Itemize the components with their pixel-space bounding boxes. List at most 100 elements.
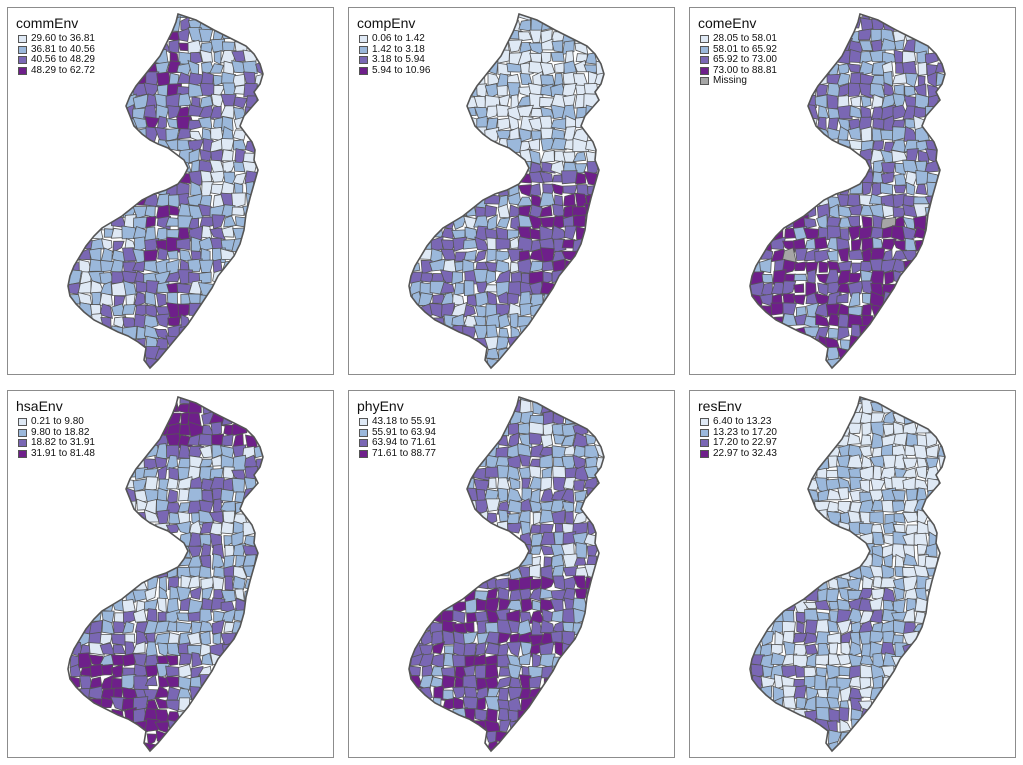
municipality-region <box>553 434 567 445</box>
municipality-region <box>198 565 212 579</box>
municipality-region <box>892 586 905 601</box>
municipality-region <box>518 41 532 55</box>
municipality-region <box>485 498 501 512</box>
municipality-region <box>144 476 159 492</box>
municipality-region <box>839 718 852 733</box>
municipality-region <box>827 455 838 468</box>
legend-item: 29.60 to 36.81 <box>18 34 95 45</box>
municipality-region <box>178 423 193 436</box>
municipality-region <box>178 697 191 712</box>
municipality-region <box>825 357 841 368</box>
municipality-region <box>540 488 555 503</box>
municipality-region <box>848 653 863 667</box>
municipality-region <box>539 531 556 546</box>
municipality-region <box>838 707 850 722</box>
legend-label: 48.29 to 62.72 <box>31 64 95 76</box>
municipality-region <box>224 575 234 591</box>
municipality-region <box>451 271 464 285</box>
municipality-region <box>210 421 222 438</box>
municipality-region <box>452 609 466 625</box>
municipality-region <box>880 171 895 185</box>
municipality-region <box>166 488 178 504</box>
municipality-region <box>125 293 136 307</box>
municipality-region <box>860 105 872 121</box>
municipality-region <box>209 170 226 183</box>
municipality-region <box>894 173 908 186</box>
municipality-region <box>144 226 157 242</box>
municipality-region <box>188 148 200 164</box>
municipality-region <box>539 205 553 218</box>
municipality-region <box>507 454 521 469</box>
municipality-region <box>157 247 169 261</box>
municipality-region <box>507 663 522 679</box>
map-panel-phyEnv: phyEnv 43.18 to 55.91 55.91 to 63.94 63.94 … <box>348 390 675 758</box>
municipality-region <box>517 49 532 67</box>
municipality-region <box>432 641 446 655</box>
municipality-region <box>917 61 928 76</box>
municipality-region <box>167 632 180 646</box>
municipality-region <box>915 183 928 196</box>
municipality-region <box>132 260 147 273</box>
municipality-region <box>891 489 906 501</box>
municipality-region <box>441 674 456 690</box>
municipality-region <box>541 260 555 272</box>
municipality-region <box>99 633 113 647</box>
municipality-region <box>166 250 179 260</box>
municipality-region <box>155 313 171 328</box>
state-outline <box>749 12 946 370</box>
state-outline <box>749 395 946 753</box>
legend-label: 0.21 to 9.80 <box>31 416 84 428</box>
municipality-region <box>201 225 213 239</box>
municipality-region <box>784 227 796 239</box>
municipality-region <box>859 677 872 691</box>
municipality-region <box>144 586 157 602</box>
municipality-region <box>572 151 587 163</box>
municipality-region <box>815 654 830 666</box>
legend-swatch <box>700 439 709 448</box>
municipality-region <box>792 632 809 644</box>
municipality-region <box>156 509 170 525</box>
municipality-region <box>881 162 896 174</box>
municipality-region <box>507 229 520 240</box>
municipality-region <box>871 140 885 153</box>
municipality-region <box>562 531 577 545</box>
municipality-region <box>913 444 928 460</box>
municipality-region <box>187 575 201 589</box>
municipality-region <box>486 324 499 339</box>
municipality-region <box>893 513 906 524</box>
municipality-region <box>847 225 862 242</box>
municipality-region <box>804 619 819 636</box>
municipality-region <box>825 663 841 680</box>
municipality-region <box>562 151 576 163</box>
municipality-region <box>199 49 213 63</box>
municipality-region <box>187 59 200 77</box>
municipality-region <box>846 63 861 74</box>
panel-title: commEnv <box>16 15 79 31</box>
municipality-region <box>814 302 828 318</box>
municipality-region <box>796 620 805 635</box>
legend-item: 63.94 to 71.61 <box>359 438 436 449</box>
municipality-region <box>209 63 225 74</box>
municipality-region <box>904 85 916 98</box>
municipality-region <box>220 105 235 119</box>
legend-label: 17.20 to 22.97 <box>713 437 777 449</box>
municipality-region <box>882 71 894 87</box>
municipality-region <box>488 477 497 490</box>
municipality-region <box>200 71 214 85</box>
municipality-region <box>498 509 509 522</box>
legend-item: 28.05 to 58.01 <box>700 34 777 45</box>
legend-swatch <box>700 77 709 86</box>
municipality-region <box>861 399 873 415</box>
municipality-region <box>793 283 805 294</box>
municipality-region <box>539 225 554 241</box>
municipality-region <box>146 608 158 623</box>
municipality-region <box>528 149 541 165</box>
legend-item: 73.00 to 88.81 <box>700 65 777 77</box>
municipality-region <box>198 28 214 43</box>
municipality-region <box>858 532 874 545</box>
map-panel-comeEnv: comeEnv 28.05 to 58.01 58.01 to 65.92 65.92… <box>689 7 1016 375</box>
municipality-region <box>905 181 916 196</box>
municipality-region <box>506 487 523 503</box>
municipality-region <box>573 479 586 491</box>
municipality-region <box>462 84 479 98</box>
